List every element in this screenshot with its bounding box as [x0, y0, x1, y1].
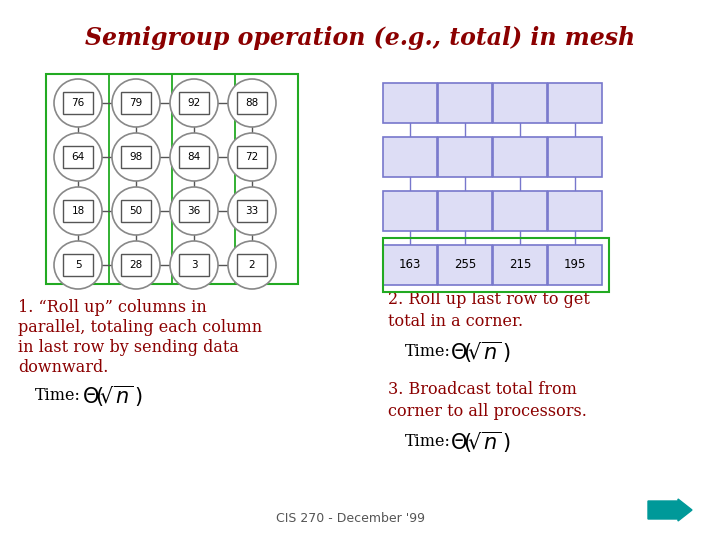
Text: Time:: Time:: [405, 434, 451, 450]
Text: total in a corner.: total in a corner.: [388, 314, 523, 330]
FancyArrow shape: [648, 499, 692, 521]
Bar: [493, 83, 547, 123]
Bar: [179, 92, 209, 114]
Text: 255: 255: [454, 259, 476, 272]
Bar: [383, 238, 609, 292]
Bar: [237, 254, 267, 276]
Bar: [438, 245, 492, 285]
Circle shape: [112, 133, 160, 181]
Bar: [548, 191, 602, 231]
Text: 36: 36: [187, 206, 201, 216]
Bar: [237, 146, 267, 168]
Bar: [237, 92, 267, 114]
Bar: [63, 92, 93, 114]
Text: 98: 98: [130, 152, 143, 162]
Text: 18: 18: [71, 206, 85, 216]
Bar: [63, 146, 93, 168]
Circle shape: [170, 133, 218, 181]
Text: 195: 195: [564, 259, 586, 272]
Bar: [383, 137, 437, 177]
Bar: [46, 74, 298, 284]
Circle shape: [170, 79, 218, 127]
Circle shape: [54, 133, 102, 181]
Circle shape: [112, 79, 160, 127]
Text: 50: 50: [130, 206, 143, 216]
Bar: [383, 191, 437, 231]
Circle shape: [54, 79, 102, 127]
Bar: [383, 245, 437, 285]
Bar: [179, 146, 209, 168]
Bar: [121, 254, 151, 276]
Text: 5: 5: [75, 260, 81, 270]
Bar: [493, 191, 547, 231]
Text: 64: 64: [71, 152, 85, 162]
Text: 88: 88: [246, 98, 258, 108]
Bar: [237, 200, 267, 222]
Text: 33: 33: [246, 206, 258, 216]
Bar: [493, 137, 547, 177]
Bar: [121, 146, 151, 168]
Circle shape: [170, 187, 218, 235]
Text: 1. “Roll up” columns in: 1. “Roll up” columns in: [18, 300, 207, 316]
Bar: [548, 83, 602, 123]
Bar: [493, 245, 547, 285]
Text: 79: 79: [130, 98, 143, 108]
Bar: [548, 137, 602, 177]
Bar: [179, 200, 209, 222]
Text: 28: 28: [130, 260, 143, 270]
Text: downward.: downward.: [18, 360, 109, 376]
Bar: [438, 137, 492, 177]
Text: 163: 163: [399, 259, 421, 272]
Text: $\Theta\!\left(\!\sqrt{n}\,\right)$: $\Theta\!\left(\!\sqrt{n}\,\right)$: [450, 429, 511, 455]
Text: 3. Broadcast total from: 3. Broadcast total from: [388, 381, 577, 399]
Circle shape: [228, 241, 276, 289]
Circle shape: [112, 241, 160, 289]
Bar: [63, 200, 93, 222]
Text: 72: 72: [246, 152, 258, 162]
Text: 2: 2: [248, 260, 256, 270]
Text: $\Theta\!\left(\!\sqrt{n}\,\right)$: $\Theta\!\left(\!\sqrt{n}\,\right)$: [82, 383, 143, 409]
Text: Time:: Time:: [405, 343, 451, 361]
Circle shape: [228, 79, 276, 127]
Bar: [438, 191, 492, 231]
Text: Semigroup operation (e.g., total) in mesh: Semigroup operation (e.g., total) in mes…: [85, 26, 635, 50]
Text: 92: 92: [187, 98, 201, 108]
Text: Time:: Time:: [35, 388, 81, 404]
Text: 76: 76: [71, 98, 85, 108]
Bar: [383, 83, 437, 123]
Circle shape: [54, 241, 102, 289]
Text: 215: 215: [509, 259, 531, 272]
Text: parallel, totaling each column: parallel, totaling each column: [18, 320, 262, 336]
Circle shape: [54, 187, 102, 235]
Text: corner to all processors.: corner to all processors.: [388, 403, 587, 421]
Text: 84: 84: [187, 152, 201, 162]
Bar: [548, 245, 602, 285]
Text: 3: 3: [191, 260, 197, 270]
Circle shape: [170, 241, 218, 289]
Bar: [63, 254, 93, 276]
Circle shape: [112, 187, 160, 235]
Bar: [121, 92, 151, 114]
Bar: [121, 200, 151, 222]
Text: in last row by sending data: in last row by sending data: [18, 340, 239, 356]
Text: CIS 270 - December '99: CIS 270 - December '99: [276, 511, 425, 524]
Text: $\Theta\!\left(\!\sqrt{n}\,\right)$: $\Theta\!\left(\!\sqrt{n}\,\right)$: [450, 339, 511, 364]
Bar: [438, 83, 492, 123]
Circle shape: [228, 187, 276, 235]
Bar: [179, 254, 209, 276]
Text: 2. Roll up last row to get: 2. Roll up last row to get: [388, 292, 590, 308]
Circle shape: [228, 133, 276, 181]
